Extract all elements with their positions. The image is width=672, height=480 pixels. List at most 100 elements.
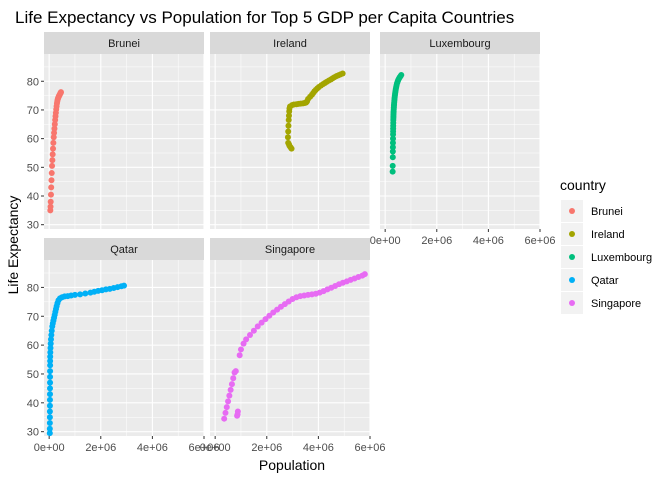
data-point-qatar [47, 373, 54, 380]
series-points-ireland [284, 70, 346, 152]
data-point-brunei [50, 139, 57, 146]
y-tick-label: 60 [27, 134, 39, 146]
x-tick-label: 6e+06 [525, 235, 556, 247]
data-point-brunei [48, 177, 55, 184]
legend-swatch-luxembourg [569, 254, 575, 260]
x-tick-label: 6e+06 [355, 442, 386, 454]
x-tick-label: 6e+06 [189, 442, 220, 454]
data-point-ireland [285, 122, 292, 129]
data-point-singapore [226, 392, 233, 399]
y-tick-label: 80 [27, 76, 39, 88]
y-tick-label: 40 [27, 398, 39, 410]
data-point-luxembourg [398, 71, 405, 78]
facet-panel-luxembourg: Luxembourg 0e+00 2e+06 4e+06 6e+06 [370, 32, 556, 247]
legend-item-luxembourg: Luxembourg [561, 246, 652, 268]
facet-panel-brunei: Brunei 30 40 50 60 70 80 [27, 32, 205, 232]
x-axis-label: Population [259, 457, 325, 473]
data-point-singapore [222, 409, 229, 416]
data-point-qatar [47, 385, 54, 392]
facet-panel-singapore: Singapore 0e+00 2e+06 4e+06 6e+06 [200, 238, 386, 454]
data-point-singapore [223, 404, 230, 411]
facet-strip-label-luxembourg: Luxembourg [429, 38, 490, 50]
series-points-brunei [47, 89, 64, 214]
data-point-qatar [46, 408, 53, 415]
data-point-ireland [285, 112, 292, 119]
legend-item-qatar: Qatar [561, 269, 619, 291]
y-tick-label: 40 [27, 191, 39, 203]
y-tick-label: 50 [27, 369, 39, 381]
x-tick-label: 4e+06 [473, 235, 504, 247]
data-point-singapore [262, 316, 269, 323]
facet-strip-label-ireland: Ireland [273, 38, 307, 50]
data-point-singapore [240, 340, 247, 347]
data-point-singapore [228, 381, 235, 388]
legend-swatch-singapore [569, 300, 575, 306]
legend-label-qatar: Qatar [591, 275, 619, 287]
data-point-qatar [71, 291, 78, 298]
y-tick-label: 50 [27, 162, 39, 174]
facet-strip-brunei [44, 32, 204, 54]
data-point-luxembourg [389, 148, 396, 155]
data-point-ireland [285, 139, 292, 146]
x-tick-label: 4e+06 [303, 442, 334, 454]
data-point-ireland [285, 116, 292, 123]
facet-panels: Brunei 30 40 50 60 70 80 Ireland Luxembourg 0e+00… [27, 32, 556, 454]
data-point-singapore [225, 398, 232, 405]
y-tick-label: 70 [27, 311, 39, 323]
x-tick-label: 2e+06 [85, 442, 116, 454]
legend-swatch-qatar [569, 277, 575, 283]
data-point-luxembourg [389, 168, 396, 175]
legend-title: country [560, 177, 606, 193]
data-point-singapore [361, 271, 368, 278]
facet-strip-label-brunei: Brunei [108, 38, 140, 50]
data-point-luxembourg [389, 154, 396, 161]
y-tick-label: 30 [27, 220, 39, 232]
data-point-brunei [49, 151, 56, 158]
x-tick-label: 0e+00 [200, 442, 231, 454]
legend-item-singapore: Singapore [561, 292, 641, 314]
data-point-singapore [247, 332, 253, 339]
legend-label-brunei: Brunei [591, 206, 623, 218]
y-tick-label: 80 [27, 282, 39, 294]
y-tick-label: 30 [27, 427, 39, 439]
x-tick-label: 4e+06 [137, 442, 168, 454]
legend: country Brunei Ireland Luxembourg Qatar Sing… [560, 177, 652, 314]
data-point-luxembourg [389, 162, 396, 169]
data-point-singapore [232, 368, 239, 375]
series-points-qatar [46, 282, 127, 437]
data-point-qatar [47, 340, 54, 347]
data-point-qatar [47, 368, 54, 375]
facet-strip-singapore [210, 238, 370, 260]
legend-item-ireland: Ireland [561, 223, 625, 245]
facet-strip-qatar [44, 238, 204, 260]
data-point-qatar [47, 336, 54, 343]
data-point-qatar [47, 357, 54, 364]
chart-title: Life Expectancy vs Population for Top 5 … [15, 8, 514, 27]
data-point-qatar [46, 420, 53, 427]
panel-background-singapore [210, 260, 370, 436]
data-point-brunei [51, 121, 58, 128]
legend-item-brunei: Brunei [561, 200, 623, 222]
data-point-qatar [47, 379, 54, 386]
data-point-brunei [57, 89, 64, 96]
data-point-brunei [51, 129, 58, 136]
series-points-luxembourg [389, 71, 405, 175]
data-point-brunei [47, 198, 54, 205]
data-point-brunei [50, 145, 57, 152]
data-point-qatar [46, 396, 53, 403]
facet-strip-label-qatar: Qatar [110, 244, 138, 256]
facet-strip-label-singapore: Singapore [265, 244, 315, 256]
data-point-qatar [46, 414, 53, 421]
facet-strip-ireland [210, 32, 370, 54]
panel-background-luxembourg [380, 54, 540, 229]
data-point-ireland [339, 70, 346, 77]
data-point-brunei [47, 191, 54, 198]
data-point-brunei [49, 162, 56, 169]
data-point-singapore [236, 352, 243, 359]
data-point-singapore [234, 408, 241, 415]
data-point-singapore [237, 346, 244, 353]
data-point-singapore [230, 375, 237, 382]
data-point-qatar [82, 290, 89, 297]
data-point-singapore [258, 319, 265, 326]
